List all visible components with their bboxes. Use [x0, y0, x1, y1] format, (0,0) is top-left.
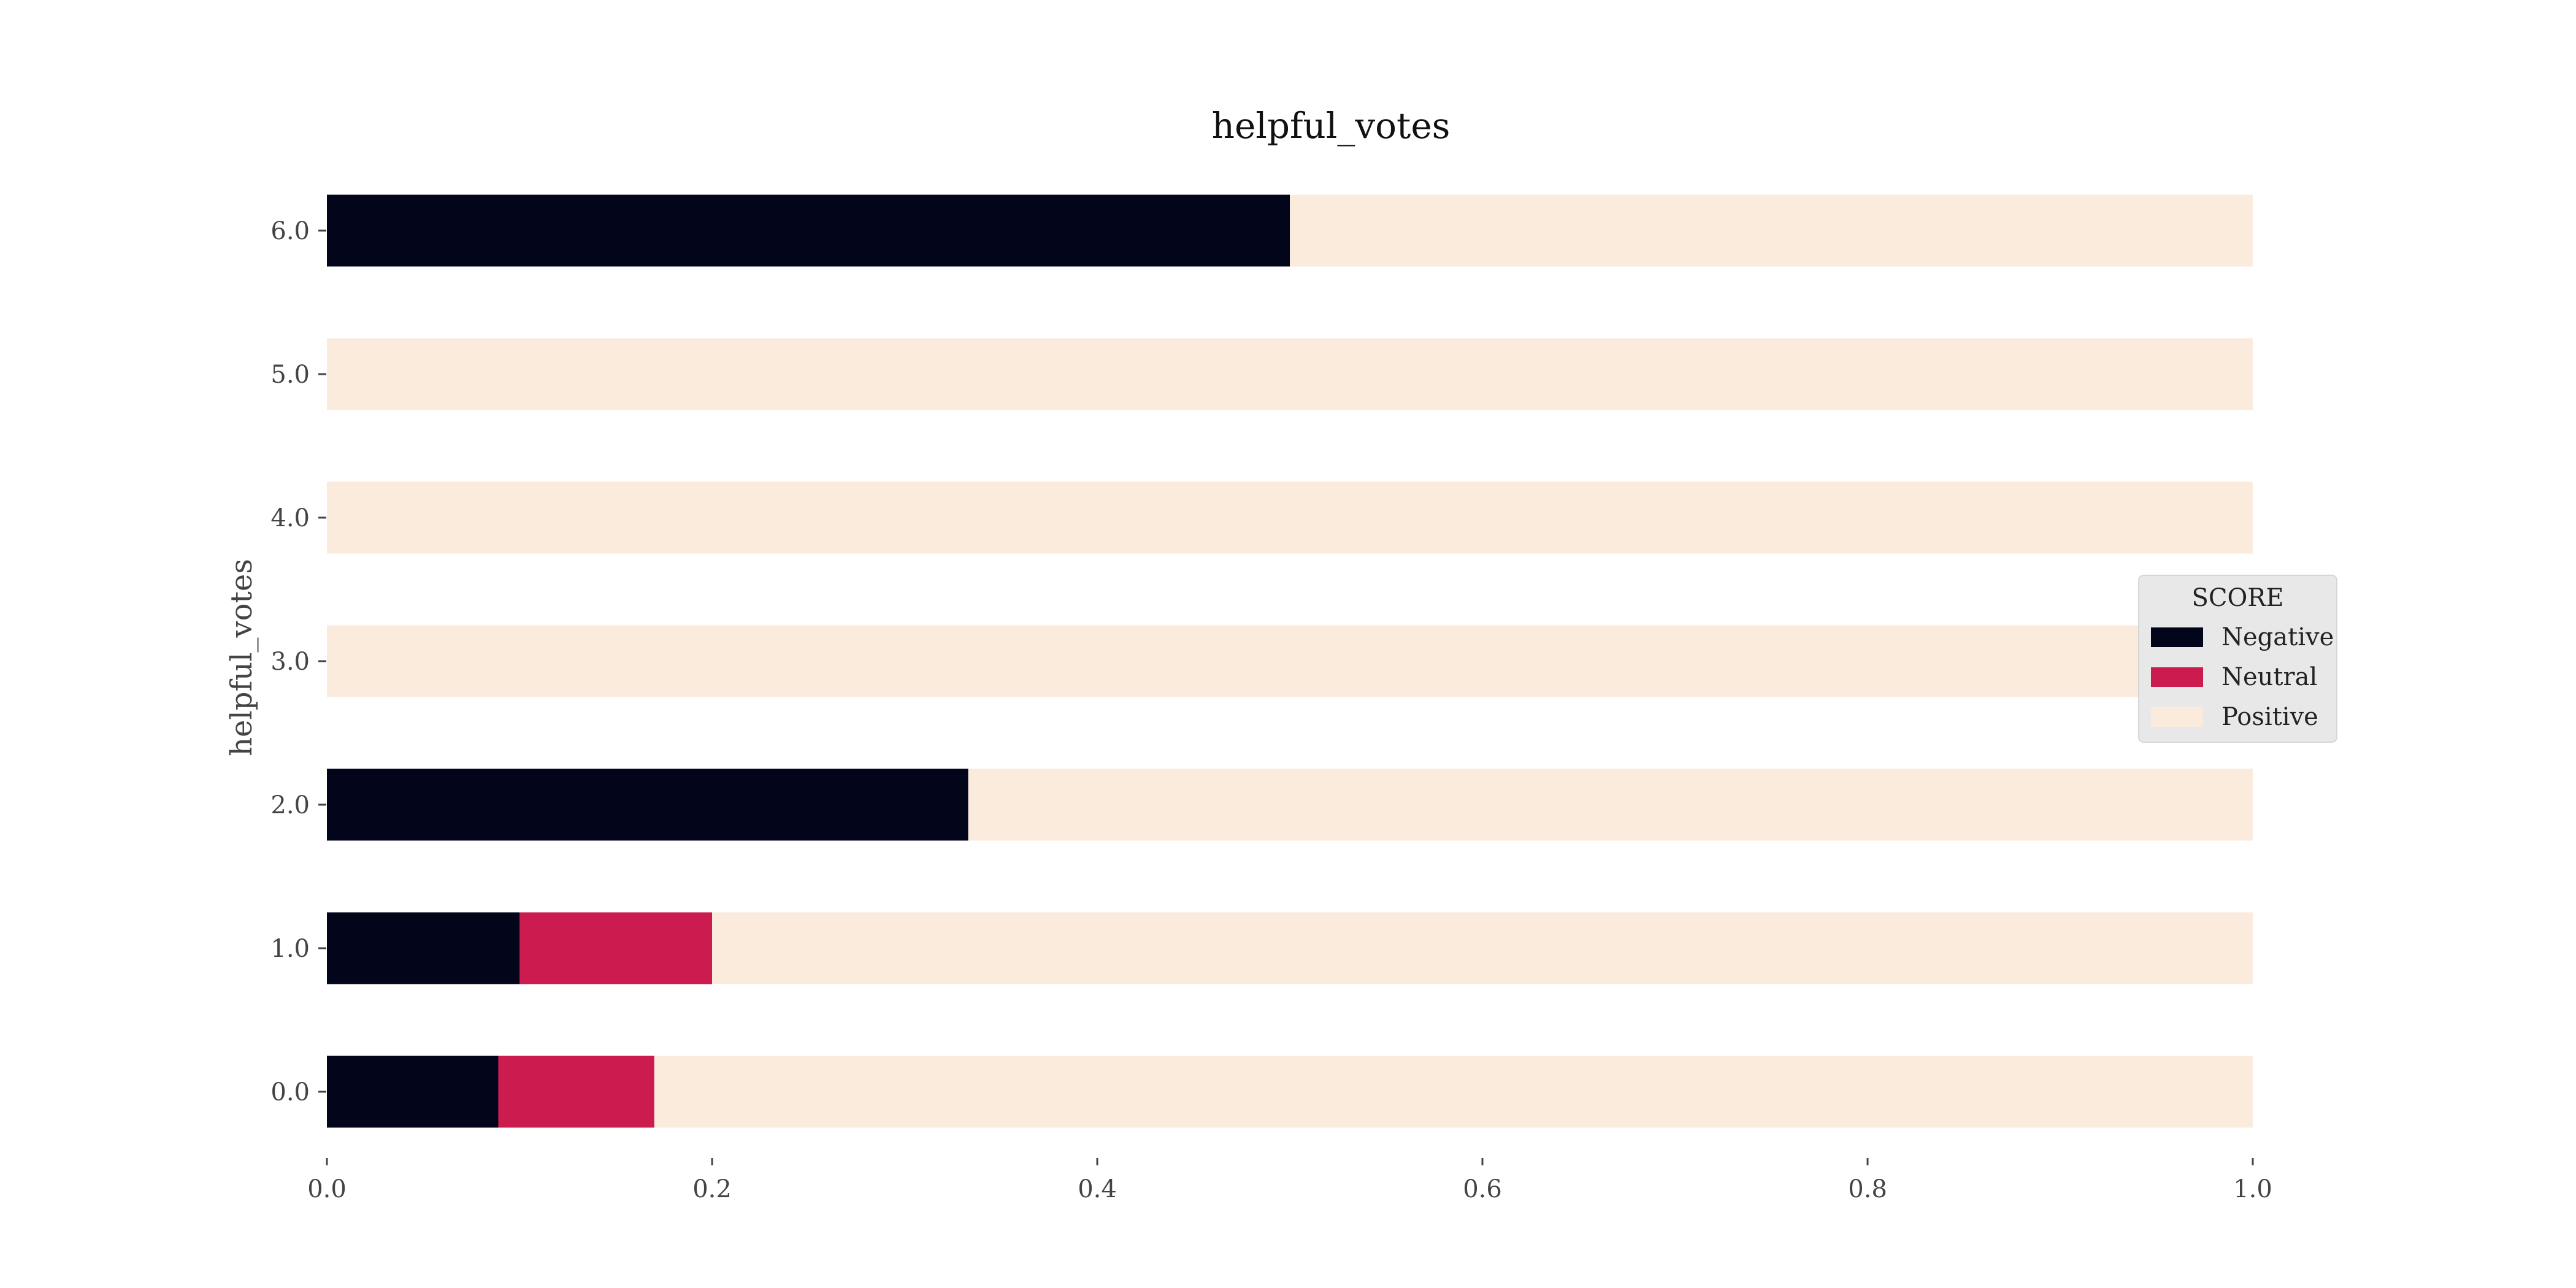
x-tick-label: 1.0: [2233, 1175, 2272, 1203]
y-tick-label: 3.0: [270, 648, 310, 676]
y-tick-label: 4.0: [270, 504, 310, 532]
bar-positive-6-0: [1290, 194, 2253, 267]
y-tick-label: 5.0: [270, 361, 310, 389]
y-tick-label: 2.0: [270, 791, 310, 819]
bar-positive-1-0: [712, 912, 2253, 984]
bar-negative-0-0: [327, 1056, 499, 1128]
bar-negative-2-0: [327, 769, 968, 841]
y-tick-label: 0.0: [270, 1078, 310, 1106]
legend-label-positive: Positive: [2221, 703, 2318, 731]
bars-layer: [327, 194, 2253, 1128]
legend: SCORE Negative Neutral Positive: [2138, 575, 2337, 743]
bar-neutral-0-0: [498, 1056, 654, 1128]
y-axis-label: helpful_votes: [224, 559, 259, 756]
bar-positive-2-0: [968, 769, 2253, 841]
legend-box: [2138, 575, 2337, 743]
chart-title: helpful_votes: [1212, 105, 1451, 147]
bar-neutral-1-0: [519, 912, 712, 984]
bar-positive-5-0: [327, 338, 2253, 410]
x-tick-label: 0.4: [1078, 1175, 1117, 1203]
legend-swatch-positive: [2151, 707, 2203, 727]
bar-positive-0-0: [654, 1056, 2253, 1128]
legend-label-negative: Negative: [2221, 623, 2334, 651]
x-tick-label: 0.8: [1848, 1175, 1887, 1203]
x-tick-label: 0.0: [307, 1175, 347, 1203]
legend-label-neutral: Neutral: [2221, 663, 2317, 691]
x-tick-label: 0.6: [1463, 1175, 1502, 1203]
legend-swatch-negative: [2151, 627, 2203, 647]
bar-negative-6-0: [327, 194, 1290, 267]
legend-title: SCORE: [2191, 584, 2283, 612]
y-axis: 0.0 1.0 2.0 3.0 4.0 5.0 6.0: [270, 217, 326, 1106]
bar-negative-1-0: [327, 912, 519, 984]
x-tick-label: 0.2: [692, 1175, 732, 1203]
y-tick-label: 6.0: [270, 217, 310, 245]
x-axis: 0.0 0.2 0.4 0.6 0.8 1.0: [307, 1158, 2272, 1203]
y-tick-label: 1.0: [270, 935, 310, 963]
legend-swatch-neutral: [2151, 667, 2203, 687]
bar-positive-3-0: [327, 625, 2253, 697]
bar-positive-4-0: [327, 481, 2253, 554]
